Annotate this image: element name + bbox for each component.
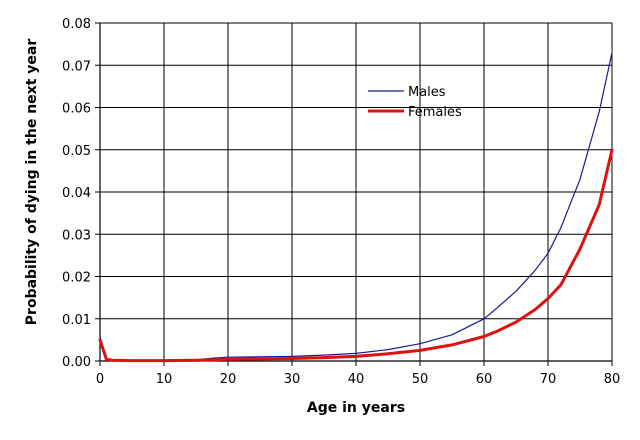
grid-lines [99, 22, 613, 362]
y-tick-label: 0.05 [62, 144, 91, 159]
x-tick-label: 30 [284, 372, 301, 387]
x-tick-label: 0 [96, 372, 104, 387]
legend-label-females: Females [408, 105, 462, 120]
y-tick-label: 0.03 [62, 228, 91, 243]
legend: Males Females [368, 85, 462, 120]
x-tick-label: 80 [604, 372, 621, 387]
axes [95, 22, 613, 366]
y-tick-label: 0.01 [62, 313, 91, 328]
x-tick-label: 20 [220, 372, 237, 387]
y-tick-label: 0.07 [62, 59, 91, 74]
x-tick-label: 10 [156, 372, 173, 387]
y-axis-title: Probability of dying in the next year [24, 39, 40, 326]
series-line-females [98, 148, 614, 363]
x-axis-title: Age in years [307, 400, 405, 416]
x-tick-label: 50 [412, 372, 429, 387]
y-tick-label: 0.08 [62, 17, 91, 32]
tick-labels: 0 10 20 30 40 50 60 70 80 0.00 0.01 0.02 0.03 0.04 0.0… [62, 17, 620, 387]
x-tick-label: 60 [476, 372, 493, 387]
y-tick-label: 0.00 [62, 355, 91, 370]
y-tick-label: 0.02 [62, 271, 91, 286]
x-tick-label: 70 [540, 372, 557, 387]
x-tick-label: 40 [348, 372, 365, 387]
legend-label-males: Males [408, 85, 446, 100]
y-tick-label: 0.04 [62, 186, 91, 201]
y-tick-label: 0.06 [62, 102, 91, 117]
series-lines [98, 51, 614, 363]
